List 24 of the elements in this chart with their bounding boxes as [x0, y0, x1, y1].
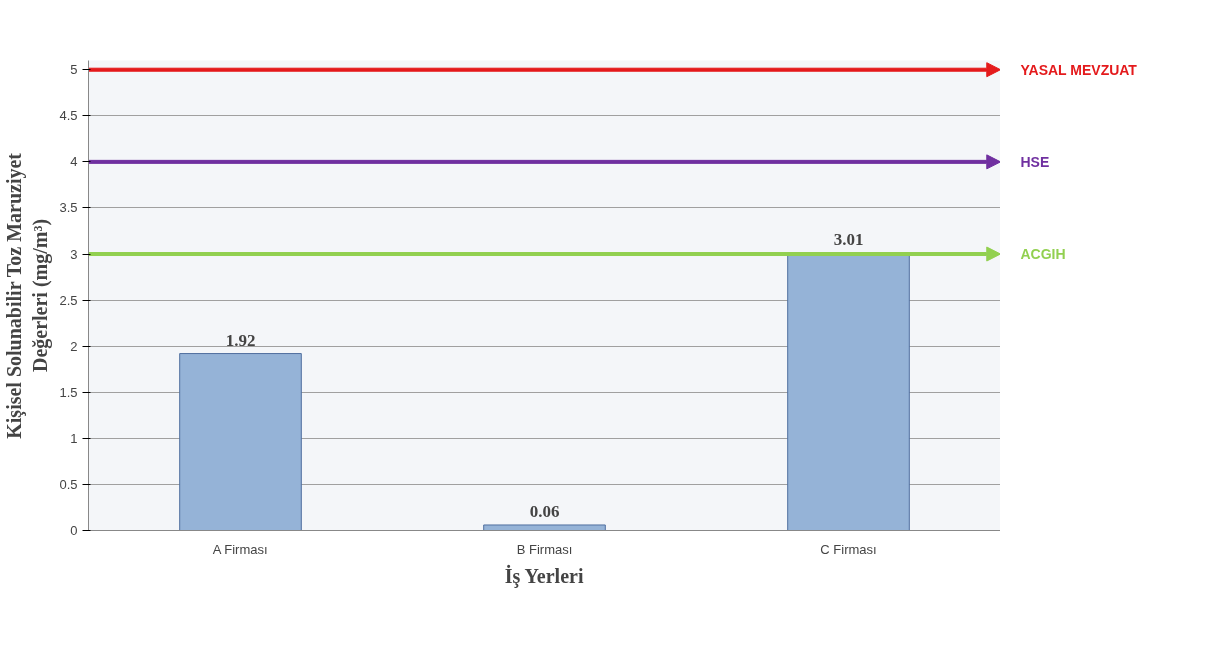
x-axis-title: İş Yerleri: [504, 563, 584, 588]
ref-line-label: YASAL MEVZUAT: [1020, 61, 1138, 78]
y-tick-label: 3.5: [59, 200, 78, 216]
y-axis-title: Kişisel Solunabilir Toz Maruziyet Değerleri (mg/m³): [3, 152, 53, 439]
y-tick-label: 2.5: [59, 292, 78, 308]
ref-line-label: HSE: [1020, 153, 1050, 170]
data-label: 3.01: [833, 230, 864, 250]
y-tick-label: 4.5: [59, 108, 78, 124]
y-tick-label: 5: [70, 62, 78, 78]
y-tick-label: 0.5: [59, 476, 78, 492]
x-tick-label: B Firması: [516, 541, 573, 557]
x-tick-label: C Firması: [820, 541, 877, 557]
ref-line-label: ACGIH: [1020, 246, 1066, 263]
bar: [483, 524, 606, 531]
data-label: 1.92: [225, 330, 256, 350]
bar: [179, 353, 302, 531]
y-tick-label: 0: [70, 523, 78, 538]
data-label: 0.06: [529, 501, 560, 521]
y-tick-label: 1: [70, 430, 78, 446]
y-tick-label: 4: [70, 154, 78, 170]
x-tick-label: A Firması: [212, 541, 268, 557]
y-tick-label: 1.5: [59, 384, 78, 400]
y-tick-label: 3: [70, 246, 78, 262]
y-tick-label: 2: [70, 338, 78, 354]
